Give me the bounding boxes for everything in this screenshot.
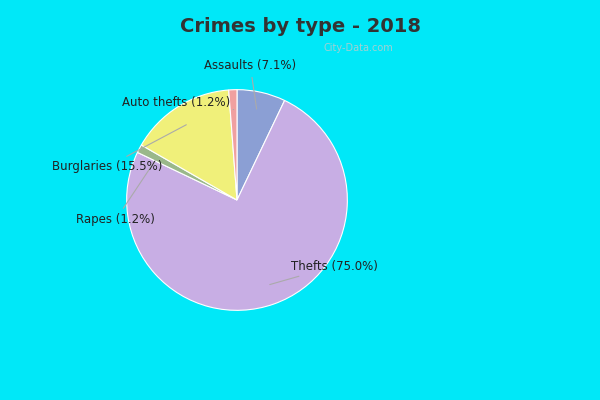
Wedge shape (137, 145, 237, 200)
Text: Thefts (75.0%): Thefts (75.0%) (270, 260, 377, 284)
Text: City-Data.com: City-Data.com (324, 43, 394, 53)
Text: Auto thefts (1.2%): Auto thefts (1.2%) (122, 96, 233, 110)
Wedge shape (142, 90, 237, 200)
Wedge shape (127, 100, 347, 310)
Text: Burglaries (15.5%): Burglaries (15.5%) (52, 125, 187, 173)
Text: Crimes by type - 2018: Crimes by type - 2018 (179, 16, 421, 36)
Text: Assaults (7.1%): Assaults (7.1%) (204, 59, 296, 109)
Wedge shape (237, 90, 284, 200)
Text: Rapes (1.2%): Rapes (1.2%) (76, 160, 155, 226)
Wedge shape (229, 90, 237, 200)
